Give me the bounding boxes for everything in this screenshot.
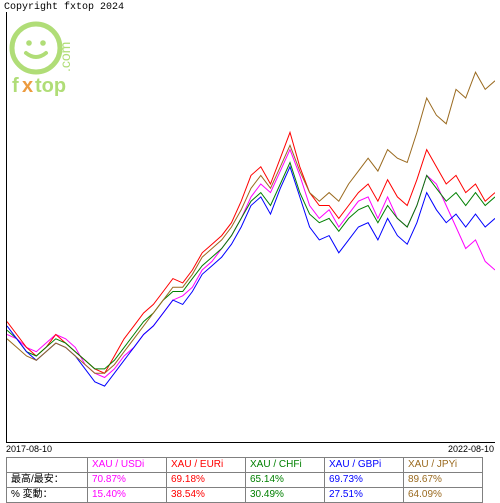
legend-rowhead-0	[7, 458, 88, 473]
series-xau-euri	[7, 132, 495, 373]
legend-rowhead-1: 最高/最安：	[7, 473, 88, 488]
legend-cell: XAU / USDi	[88, 458, 167, 473]
series-xau-chfi	[7, 163, 495, 369]
legend-cell: 89.67%	[404, 473, 483, 488]
legend-rowhead-2: % 変動：	[7, 488, 88, 503]
legend-cell: 70.87%	[88, 473, 167, 488]
legend-cell: 64.09%	[404, 488, 483, 503]
series-xau-jpyi	[7, 72, 495, 373]
legend-cell: 38.54%	[167, 488, 246, 503]
legend-cell: 27.51%	[325, 488, 404, 503]
chart-area	[6, 12, 495, 443]
legend-cell: 65.14%	[246, 473, 325, 488]
series-xau-gbpi	[7, 167, 495, 386]
legend-cell: XAU / GBPi	[325, 458, 404, 473]
legend-cell: 30.49%	[246, 488, 325, 503]
x-end-label: 2022-08-10	[448, 444, 494, 454]
x-start-label: 2017-08-10	[6, 444, 52, 454]
series-xau-usdi	[7, 150, 495, 378]
legend-table: XAU / USDiXAU / EURiXAU / CHFiXAU / GBPi…	[6, 457, 483, 503]
legend-cell: XAU / JPYi	[404, 458, 483, 473]
legend-cell: XAU / CHFi	[246, 458, 325, 473]
legend-cell: 69.73%	[325, 473, 404, 488]
legend-cell: 15.40%	[88, 488, 167, 503]
legend-cell: XAU / EURi	[167, 458, 246, 473]
legend-cell: 69.18%	[167, 473, 246, 488]
line-chart	[7, 12, 495, 442]
